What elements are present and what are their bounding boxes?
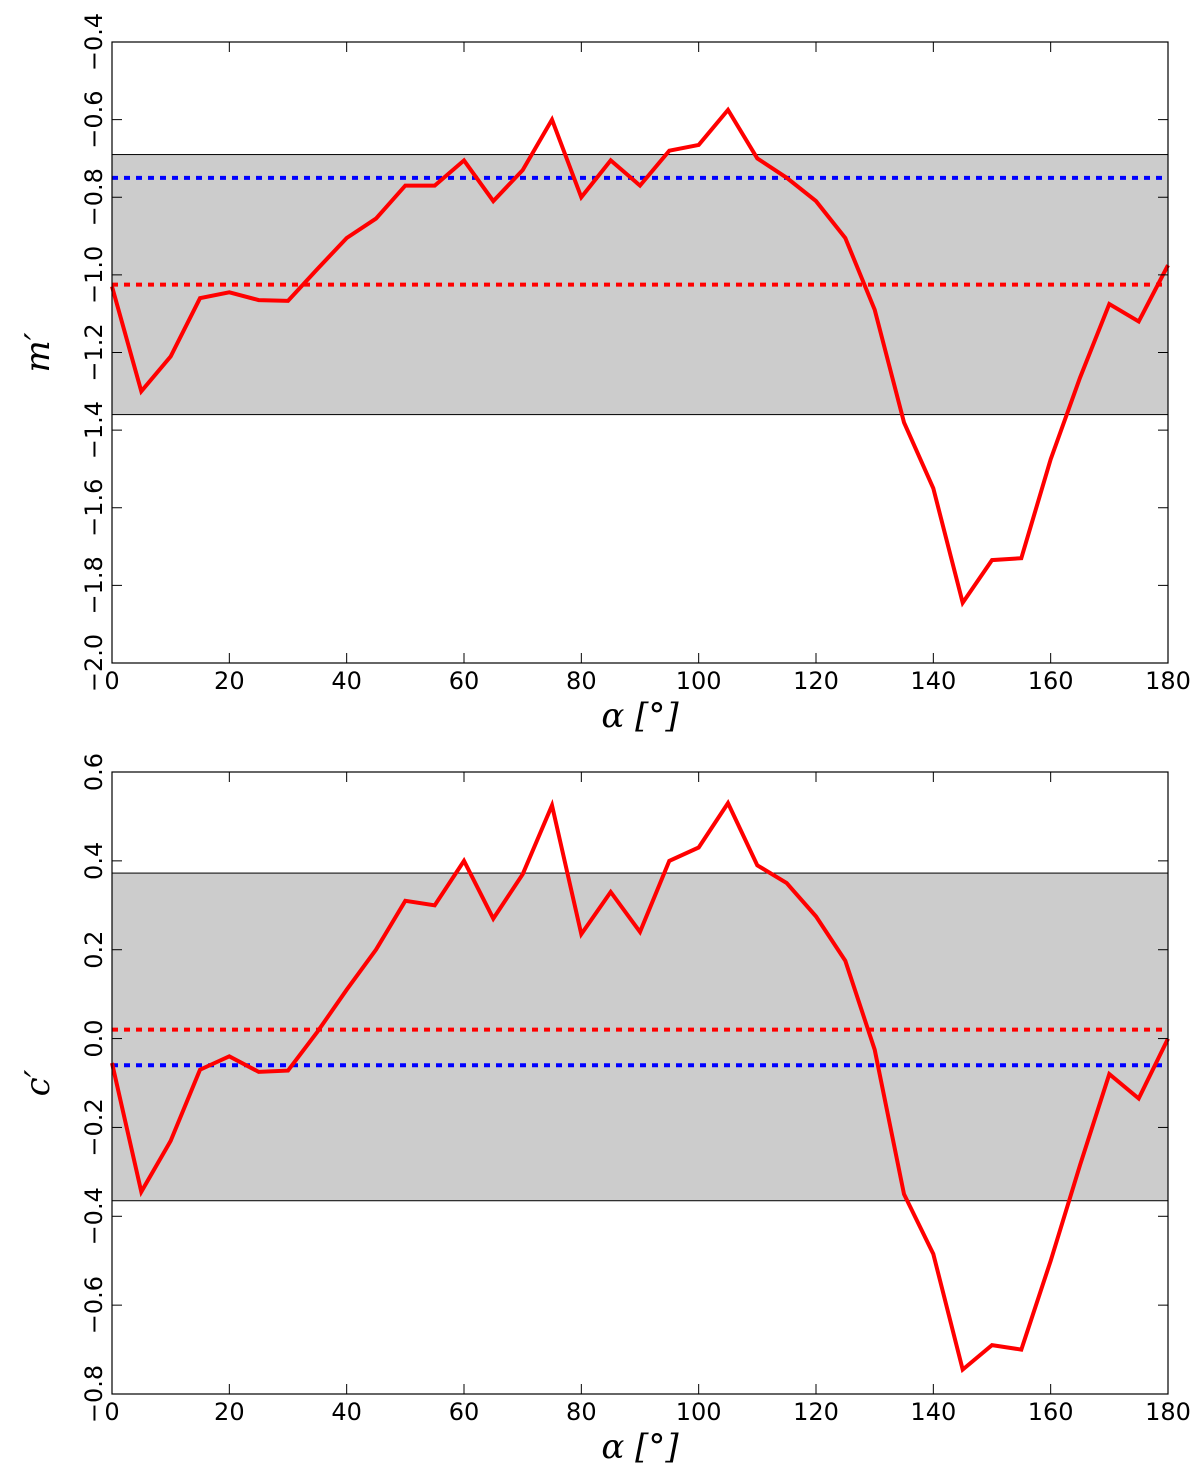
x-tick-label: 20 — [214, 1398, 245, 1426]
plot-frame — [111, 771, 1169, 1395]
y-tick-label: −2.0 — [80, 634, 108, 692]
panel-m-prime: 0 20 40 60 80 100 120 140 160 180 −2.0 −1.8 −1.6 −1.4… — [18, 13, 1191, 736]
y-tick-label: 0.4 — [80, 842, 108, 880]
x-tick-label: 80 — [566, 667, 597, 695]
y-tick-label: 0.0 — [80, 1019, 108, 1057]
x-axis-label: α [°] — [601, 696, 679, 736]
x-tick-label: 180 — [1145, 667, 1191, 695]
x-tick-label: 60 — [449, 1398, 480, 1426]
y-tick-label: −1.4 — [80, 401, 108, 459]
x-tick-label: 140 — [910, 667, 956, 695]
y-tick-label: −0.8 — [80, 168, 108, 226]
x-tick-label: 160 — [1028, 667, 1074, 695]
y-tick-label: −0.6 — [80, 90, 108, 148]
y-tick-label: −1.2 — [80, 323, 108, 381]
x-tick-label: 100 — [676, 1398, 722, 1426]
y-axis-label: c′ — [18, 1069, 58, 1096]
x-tick-label: 40 — [331, 667, 362, 695]
x-tick-label: 0 — [104, 1398, 119, 1426]
y-tick-label: 0.2 — [80, 931, 108, 969]
y-tick-label: −0.2 — [80, 1098, 108, 1156]
x-tick-label: 0 — [104, 667, 119, 695]
x-tick-label: 120 — [793, 667, 839, 695]
y-tick-label: 0.6 — [80, 753, 108, 791]
series-line-0 — [110, 798, 1170, 1374]
x-tick-label: 60 — [449, 667, 480, 695]
x-axis-label: α [°] — [601, 1427, 679, 1467]
x-tick-label: 80 — [566, 1398, 597, 1426]
x-tick-label: 40 — [331, 1398, 362, 1426]
y-tick-label: −0.6 — [80, 1276, 108, 1334]
x-tick-label: 180 — [1145, 1398, 1191, 1426]
y-tick-label: −0.4 — [80, 1187, 108, 1245]
y-tick-label: −1.0 — [80, 246, 108, 304]
x-tick-label: 100 — [676, 667, 722, 695]
x-tick-label: 20 — [214, 667, 245, 695]
y-axis-label: m′ — [18, 332, 58, 372]
y-tick-label: −1.6 — [80, 479, 108, 537]
x-tick-label: 140 — [910, 1398, 956, 1426]
y-tick-label: −0.4 — [80, 13, 108, 71]
x-tick-label: 120 — [793, 1398, 839, 1426]
y-tick-label: −1.8 — [80, 556, 108, 614]
x-tick-label: 160 — [1028, 1398, 1074, 1426]
panel-c-prime: 0 20 40 60 80 100 120 140 160 180 −0.8 −0.6 −0.4 −0.2… — [18, 753, 1191, 1467]
shaded-band — [111, 872, 1169, 1202]
y-tick-label: −0.8 — [80, 1365, 108, 1423]
series-line-0 — [110, 106, 1170, 608]
